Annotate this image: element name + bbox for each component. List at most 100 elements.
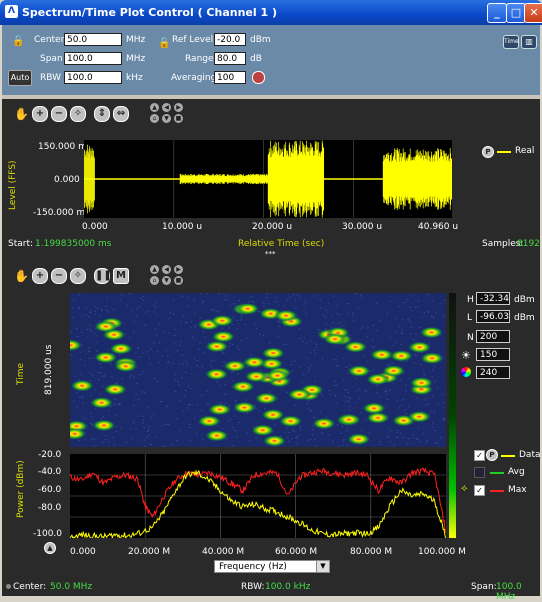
autoscale-horizontal-icon[interactable]: ⇔ [113,106,129,122]
spectrogram-noise [434,411,436,412]
spectrogram-noise [402,319,404,320]
pause-icon[interactable]: ❚❚ [94,268,110,284]
data-pin-icon[interactable]: P [486,449,498,461]
zoom-in-icon[interactable]: + [32,268,48,284]
spectrogram-blob [231,381,255,393]
spectrum-ytick: -60.0 [38,485,61,495]
nav-left-icon[interactable]: ◀ [162,103,171,112]
spectrogram-noise [102,386,104,387]
close-button[interactable]: ✕ [524,3,542,23]
spectrogram-noise [373,369,375,370]
x-axis-unit-select[interactable]: Frequency (Hz)▼ [214,560,330,573]
spectrogram-noise [294,360,296,361]
averaging-reset-icon[interactable] [252,71,265,84]
time-xtick: 40.960 u [418,222,458,232]
spectrogram-noise [325,309,327,310]
range-input[interactable]: 80.0 [214,52,246,65]
nav-home-icon[interactable]: ⌂ [150,114,159,123]
nav-right-icon[interactable]: ▶ [174,265,183,274]
nav-up-icon[interactable]: ▲ [150,103,159,112]
spectrogram-noise [408,438,410,439]
spectrogram-noise [97,308,99,309]
spectrogram-noise [142,353,144,354]
minimize-button[interactable]: _ [487,3,507,23]
lock-icon[interactable]: 🔓 [12,36,24,47]
nav-up-icon[interactable]: ▲ [150,265,159,274]
max-checkbox[interactable]: ✓ [474,485,485,496]
spectrogram-noise [161,401,163,402]
color-palette-icon[interactable] [461,367,471,377]
spectrogram-noise [361,430,363,431]
spectrogram-noise [201,410,203,411]
data-checkbox[interactable]: ✓ [474,450,485,461]
zoom-out-icon[interactable]: − [51,106,67,122]
hand-pan-icon[interactable]: ✋ [14,269,29,283]
zoom-fit-icon[interactable]: ✧ [70,106,86,122]
brightness-input[interactable]: 150 [476,348,510,361]
spectrogram-noise [230,419,232,420]
maximize-button[interactable]: □ [506,3,526,23]
spectrogram-blob [265,370,289,382]
spectrogram-noise [286,299,288,300]
spectrogram-blob [366,373,390,385]
zoom-out-icon[interactable]: − [51,268,67,284]
center-input[interactable]: 50.0 [64,33,122,46]
l-value-input[interactable]: -96.03 [476,310,510,323]
spectrogram-noise [442,394,444,395]
nav-left-icon[interactable]: ◀ [162,265,171,274]
start-label: Start: [8,239,33,249]
marker-icon[interactable]: M [113,268,129,284]
time-mode-button[interactable]: Time [503,35,519,49]
spectrogram-noise [366,391,368,392]
spectrogram-noise [198,349,200,350]
nav-home-icon[interactable]: ⌂ [150,276,159,285]
spectrogram-noise [327,312,329,313]
n-value-input[interactable]: 200 [476,330,510,343]
more-indicator[interactable]: *** [265,250,276,258]
spectrogram-noise [407,299,409,300]
ref-level-input[interactable]: -20.0 [214,33,246,46]
nav-down-icon[interactable]: ▼ [162,114,171,123]
spectrogram-noise [290,364,292,365]
spectrogram-noise [189,424,191,425]
spectrogram-noise [232,380,234,381]
spectrogram-noise [154,378,156,379]
spectrogram-noise [95,408,97,409]
spectrogram-noise [418,300,420,301]
ref-lock-icon[interactable]: 🔓 [158,38,170,49]
spectrogram-noise [166,350,168,351]
spectrogram-noise [89,310,91,311]
split-view-icon[interactable]: ▥ [521,35,537,49]
span-input[interactable]: 100.0 [64,52,122,65]
zoom-in-icon[interactable]: + [32,106,48,122]
contrast-input[interactable]: 240 [476,366,510,379]
nav-stop-icon[interactable]: ■ [174,114,183,123]
spectrum-xtick: 60.000 M [275,547,317,557]
zoom-fit-icon[interactable]: ✧ [70,268,86,284]
auto-button[interactable]: Auto [8,70,32,86]
hand-pan-icon[interactable]: ✋ [14,107,29,121]
time-ytick: 150.000 m [38,142,87,152]
pin-icon[interactable]: P [482,146,494,158]
spectrogram-noise [384,391,386,392]
spectrogram-noise [403,302,405,303]
averaging-input[interactable]: 100 [214,71,246,84]
spectrogram-noise [149,363,151,364]
marker-diamond-icon[interactable]: ⟡ [461,483,468,494]
nav-right-icon[interactable]: ▶ [174,103,183,112]
autoscale-vertical-icon[interactable]: ⇕ [94,106,110,122]
h-value-input[interactable]: -32.34 [476,292,510,305]
spectrogram-noise [432,427,434,428]
spectrogram-noise [372,371,374,372]
nav-stop-icon[interactable]: ■ [174,276,183,285]
spectrogram-noise [227,299,229,300]
spectrogram-noise [287,427,289,428]
rbw-input[interactable]: 100.0 [64,71,122,84]
spectrogram-noise [132,438,134,439]
scroll-up-icon[interactable]: ▲ [44,542,56,554]
spectrogram-noise [347,428,349,429]
avg-checkbox[interactable] [474,467,485,478]
status-rbw-value: 100.0 kHz [265,582,310,592]
nav-down-icon[interactable]: ▼ [162,276,171,285]
spectrogram-noise [92,417,94,418]
